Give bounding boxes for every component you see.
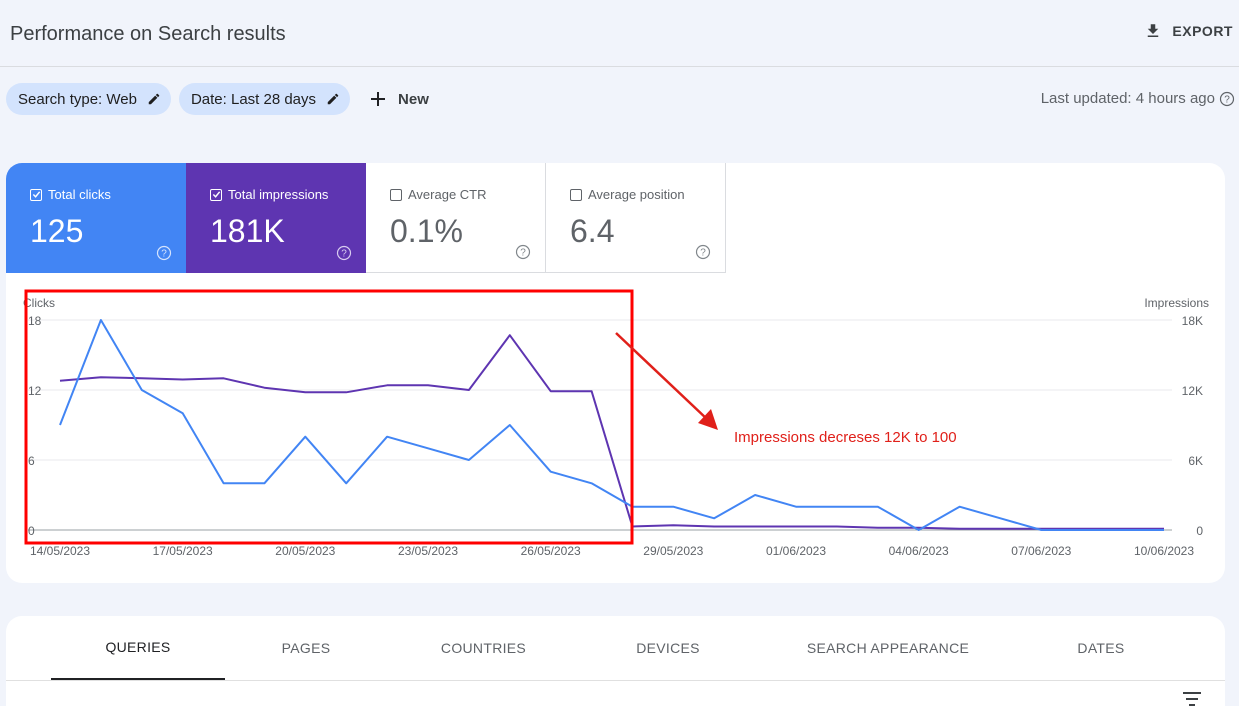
tabs-divider <box>6 680 1225 681</box>
total-clicks-value: 125 <box>30 213 84 249</box>
help-icon[interactable]: ? <box>695 244 711 260</box>
right-axis-tick-label: 6K <box>1188 454 1203 468</box>
average-ctr-tile[interactable]: Average CTR 0.1% ? <box>366 163 546 273</box>
left-axis-label: Clicks <box>23 296 55 310</box>
edit-icon <box>327 93 339 105</box>
x-axis-tick-label: 14/05/2023 <box>30 544 90 558</box>
tab-countries[interactable]: COUNTRIES <box>440 640 527 656</box>
total-impressions-tile[interactable]: Total impressions 181K ? <box>186 163 366 273</box>
x-axis-tick-label: 01/06/2023 <box>766 544 826 558</box>
performance-card: Total clicks 125 ? Total impressions 181… <box>6 163 1225 583</box>
date-range-chip[interactable]: Date: Last 28 days <box>178 83 351 115</box>
checkbox-checked-icon[interactable] <box>210 188 222 201</box>
svg-text:?: ? <box>341 249 347 260</box>
search-type-chip[interactable]: Search type: Web <box>6 83 171 115</box>
total-impressions-value: 181K <box>210 213 285 249</box>
help-icon[interactable]: ? <box>336 245 352 261</box>
x-axis-tick-label: 07/06/2023 <box>1011 544 1071 558</box>
checkbox-unchecked-icon[interactable] <box>390 188 402 201</box>
plus-icon <box>371 92 386 106</box>
help-icon[interactable]: ? <box>1219 91 1235 107</box>
average-ctr-label-text: Average CTR <box>408 187 487 202</box>
average-ctr-value: 0.1% <box>390 213 463 249</box>
total-clicks-label-text: Total clicks <box>48 187 111 202</box>
tab-dates[interactable]: DATES <box>1077 640 1125 656</box>
x-axis-tick-label: 10/06/2023 <box>1134 544 1194 558</box>
checkbox-unchecked-icon[interactable] <box>570 188 582 201</box>
right-axis-tick-label: 18K <box>1182 314 1203 328</box>
new-filter-label: New <box>398 90 429 108</box>
checkbox-checked-icon[interactable] <box>30 188 42 201</box>
average-position-tile[interactable]: Average position 6.4 ? <box>546 163 726 273</box>
left-axis-tick-label: 18 <box>28 314 42 328</box>
impressions-series-line <box>59 334 1164 530</box>
help-icon[interactable]: ? <box>515 244 531 260</box>
svg-text:?: ? <box>1224 94 1230 105</box>
filter-bar: Search type: Web Date: Last 28 days New <box>6 83 429 115</box>
left-axis-tick-label: 6 <box>28 454 35 468</box>
x-axis-tick-label: 17/05/2023 <box>153 544 213 558</box>
average-ctr-label: Average CTR <box>390 187 487 202</box>
right-axis-tick-label: 12K <box>1182 384 1203 398</box>
x-axis-tick-label: 20/05/2023 <box>275 544 335 558</box>
right-axis-label: Impressions <box>1144 296 1209 310</box>
total-clicks-label: Total clicks <box>30 187 111 202</box>
annotation-arrow-head <box>698 409 718 430</box>
metric-tiles: Total clicks 125 ? Total impressions 181… <box>6 163 726 273</box>
svg-text:?: ? <box>700 248 706 259</box>
average-position-label: Average position <box>570 187 685 202</box>
right-axis-tick-label: 0 <box>1196 524 1203 538</box>
svg-text:?: ? <box>520 248 526 259</box>
page-header: Performance on Search results EXPORT <box>0 0 1239 67</box>
total-impressions-label-text: Total impressions <box>228 187 329 202</box>
svg-text:?: ? <box>161 249 167 260</box>
export-label: EXPORT <box>1172 23 1233 39</box>
left-axis-tick-label: 0 <box>28 524 35 538</box>
tab-devices[interactable]: DEVICES <box>636 640 700 656</box>
edit-icon <box>148 93 160 105</box>
performance-chart: 18 18K 12 12K 6 6K 0 0 Clicks Impressions 14/05/20… <box>23 289 1209 558</box>
total-clicks-tile[interactable]: Total clicks 125 ? <box>6 163 186 273</box>
last-updated-text: Last updated: 4 hours ago <box>1040 90 1215 107</box>
chart-annotation: Impressions decreses 12K to 100 <box>734 429 957 446</box>
new-filter-button[interactable]: New <box>370 91 429 108</box>
tab-search-appearance[interactable]: SEARCH APPEARANCE <box>806 640 970 656</box>
last-updated: Last updated: 4 hours ago ? <box>1041 90 1235 107</box>
date-range-chip-label: Date: Last 28 days <box>190 90 317 108</box>
report-tabs-card: QUERIES PAGES COUNTRIES DEVICES SEARCH A… <box>6 616 1225 706</box>
x-axis-tick-label: 23/05/2023 <box>398 544 458 558</box>
download-icon <box>1148 24 1159 37</box>
annotation-arrow-line <box>615 332 709 421</box>
export-button[interactable]: EXPORT <box>1144 22 1233 40</box>
report-tabs: QUERIES PAGES COUNTRIES DEVICES SEARCH A… <box>51 616 1182 680</box>
search-type-chip-label: Search type: Web <box>18 90 137 108</box>
tab-queries[interactable]: QUERIES <box>51 616 225 680</box>
average-position-label-text: Average position <box>588 187 685 202</box>
filter-rows-icon[interactable] <box>1183 692 1201 706</box>
x-axis-tick-label: 26/05/2023 <box>521 544 581 558</box>
left-axis-tick-label: 12 <box>28 384 42 398</box>
clicks-series-line <box>59 319 1164 531</box>
highlight-box <box>24 289 634 545</box>
average-position-value: 6.4 <box>570 213 615 249</box>
total-impressions-label: Total impressions <box>210 187 328 202</box>
help-icon[interactable]: ? <box>156 245 172 261</box>
x-axis-tick-label: 29/05/2023 <box>643 544 703 558</box>
page-title: Performance on Search results <box>10 23 286 45</box>
tab-pages[interactable]: PAGES <box>281 640 331 656</box>
x-axis-tick-label: 04/06/2023 <box>889 544 949 558</box>
